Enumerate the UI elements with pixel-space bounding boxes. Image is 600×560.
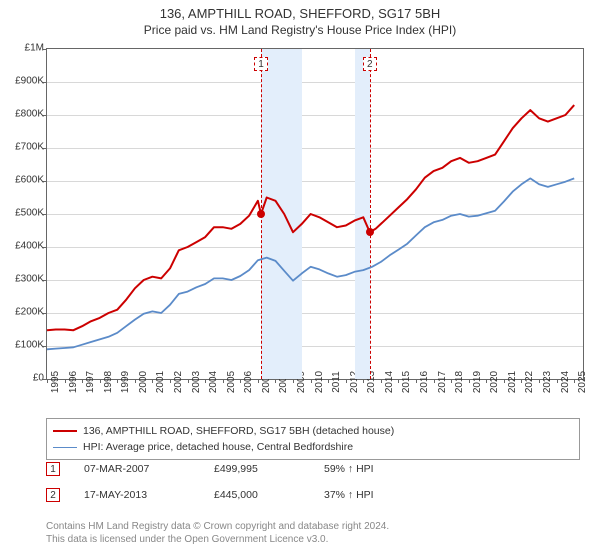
y-tick-label: £400K <box>4 241 44 252</box>
chart-container: 136, AMPTHILL ROAD, SHEFFORD, SG17 5BH P… <box>0 0 600 560</box>
y-tick-label: £100K <box>4 340 44 351</box>
legend-swatch <box>53 447 77 448</box>
chart-transaction-marker: 2 <box>363 57 377 71</box>
y-tick-label: £0 <box>4 373 44 384</box>
y-tick-label: £200K <box>4 307 44 318</box>
transaction-date: 17-MAY-2013 <box>84 489 214 501</box>
y-tick-label: £500K <box>4 208 44 219</box>
legend-label: HPI: Average price, detached house, Cent… <box>83 441 353 453</box>
transaction-price: £445,000 <box>214 489 324 501</box>
transaction-hpi: 37% ↑ HPI <box>324 489 374 501</box>
footer: Contains HM Land Registry data © Crown c… <box>46 520 580 546</box>
transaction-hpi: 59% ↑ HPI <box>324 463 374 475</box>
y-tick-label: £900K <box>4 76 44 87</box>
transaction-row: 2 17-MAY-2013 £445,000 37% ↑ HPI <box>46 488 580 502</box>
legend-item: HPI: Average price, detached house, Cent… <box>53 439 573 455</box>
footer-line2: This data is licensed under the Open Gov… <box>46 533 580 546</box>
chart-subtitle: Price paid vs. HM Land Registry's House … <box>0 23 600 37</box>
chart-title-address: 136, AMPTHILL ROAD, SHEFFORD, SG17 5BH <box>0 6 600 21</box>
transaction-price: £499,995 <box>214 463 324 475</box>
y-tick-label: £1M <box>4 43 44 54</box>
y-tick-label: £600K <box>4 175 44 186</box>
transaction-marker: 2 <box>46 488 60 502</box>
transaction-point <box>257 210 265 218</box>
legend-label: 136, AMPTHILL ROAD, SHEFFORD, SG17 5BH (… <box>83 425 394 437</box>
legend-item: 136, AMPTHILL ROAD, SHEFFORD, SG17 5BH (… <box>53 423 573 439</box>
transaction-date: 07-MAR-2007 <box>84 463 214 475</box>
legend-swatch <box>53 430 77 432</box>
legend: 136, AMPTHILL ROAD, SHEFFORD, SG17 5BH (… <box>46 418 580 460</box>
footer-line1: Contains HM Land Registry data © Crown c… <box>46 520 580 533</box>
title-block: 136, AMPTHILL ROAD, SHEFFORD, SG17 5BH P… <box>0 0 600 37</box>
transaction-marker: 1 <box>46 462 60 476</box>
transaction-row: 1 07-MAR-2007 £499,995 59% ↑ HPI <box>46 462 580 476</box>
chart-transaction-marker: 1 <box>254 57 268 71</box>
plot-area: 12 <box>46 48 584 380</box>
transaction-point <box>366 228 374 236</box>
y-tick-label: £800K <box>4 109 44 120</box>
y-tick-label: £300K <box>4 274 44 285</box>
y-tick-label: £700K <box>4 142 44 153</box>
